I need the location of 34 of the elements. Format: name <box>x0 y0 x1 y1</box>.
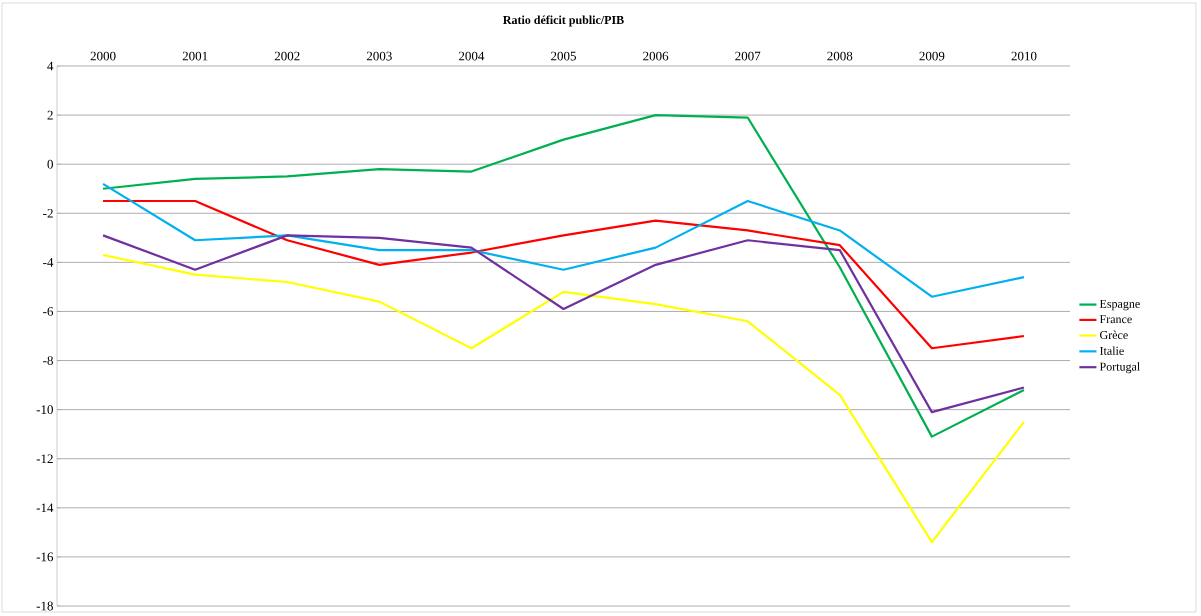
y-tick-label: -16 <box>36 552 54 562</box>
y-tick-label: -14 <box>36 503 54 513</box>
x-tick-label: 2003 <box>366 51 392 61</box>
y-tick-label: -6 <box>43 307 54 316</box>
x-tick-label: 2004 <box>458 51 485 61</box>
x-tick-label: 2009 <box>919 51 945 61</box>
y-tick-label: 0 <box>47 159 53 169</box>
y-tick-label: -18 <box>36 601 53 611</box>
legend-label: Grèce <box>1100 330 1128 340</box>
line-series <box>101 199 1026 350</box>
y-tick-label: -10 <box>36 405 53 415</box>
legend-label: France <box>1099 315 1132 324</box>
y-tick-label: 4 <box>47 61 54 71</box>
x-tick-label: 2006 <box>643 51 669 61</box>
line-series <box>101 182 1026 298</box>
y-tick-label: -2 <box>43 208 53 218</box>
x-tick-label: 2010 <box>1011 51 1037 61</box>
x-tick-label: 2000 <box>90 51 116 61</box>
y-tick-label: 2 <box>47 110 53 120</box>
y-tick-label: -12 <box>36 454 53 464</box>
x-tick-label: 2005 <box>551 51 576 61</box>
legend-label: Espagne <box>1099 299 1140 311</box>
x-tick-label: 2007 <box>735 51 761 61</box>
y-tick-label: -8 <box>43 356 53 365</box>
legend-label: Italie <box>1099 346 1124 355</box>
line-series <box>101 253 1026 544</box>
x-tick-label: 2002 <box>274 51 300 61</box>
line-series <box>101 113 1026 438</box>
line-series <box>101 234 1026 414</box>
x-tick-label: 2001 <box>182 51 208 61</box>
legend-label: Portugal <box>1099 362 1140 374</box>
chart-title: Ratio déficit public/PIB <box>503 15 624 27</box>
x-tick-label: 2008 <box>827 51 853 61</box>
y-tick-label: -4 <box>43 258 54 267</box>
